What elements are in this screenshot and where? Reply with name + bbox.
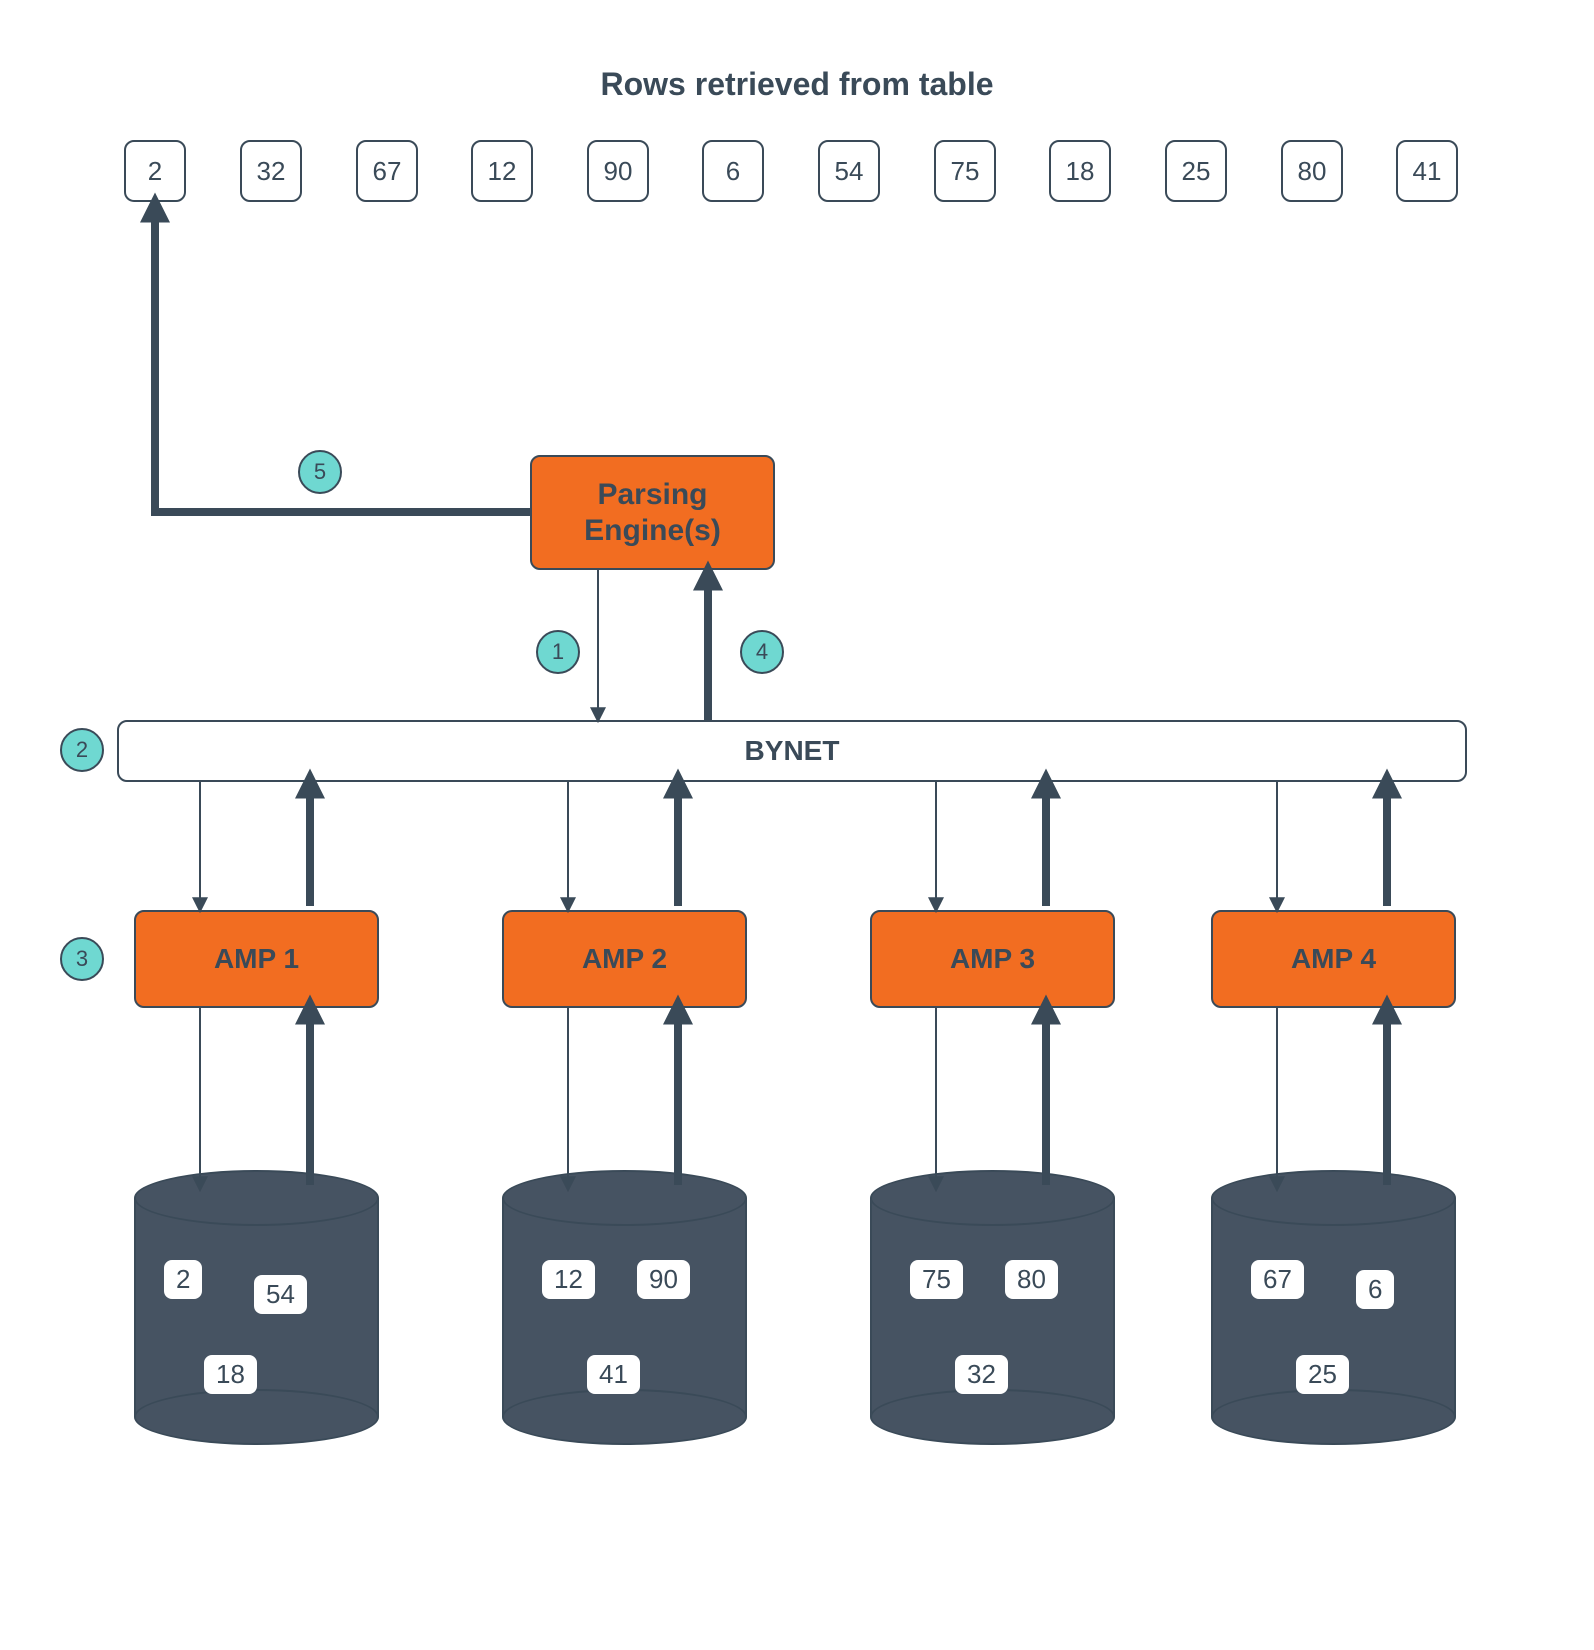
step-badge-4: 4: [740, 630, 784, 674]
cylinder-1-value-0: 2: [164, 1260, 202, 1299]
cylinder-3-value-2: 32: [955, 1355, 1008, 1394]
storage-cylinder-4: 67 6 25: [1211, 1170, 1456, 1445]
parsing-engine-box: ParsingEngine(s): [530, 455, 775, 570]
step-badge-3: 3: [60, 937, 104, 981]
amp-box-4: AMP 4: [1211, 910, 1456, 1008]
cylinder-1-value-1: 54: [254, 1275, 307, 1314]
amp-box-3: AMP 3: [870, 910, 1115, 1008]
storage-cylinder-1: 2 54 18: [134, 1170, 379, 1445]
row-value-7: 75: [934, 140, 996, 202]
row-value-5: 6: [702, 140, 764, 202]
step-badge-1: 1: [536, 630, 580, 674]
cylinder-2-value-0: 12: [542, 1260, 595, 1299]
cylinder-4-value-0: 67: [1251, 1260, 1304, 1299]
bynet-box: BYNET: [117, 720, 1467, 782]
storage-cylinder-2: 12 90 41: [502, 1170, 747, 1445]
amp-box-2: AMP 2: [502, 910, 747, 1008]
row-value-4: 90: [587, 140, 649, 202]
row-value-11: 41: [1396, 140, 1458, 202]
cylinder-2-value-1: 90: [637, 1260, 690, 1299]
amp-box-1: AMP 1: [134, 910, 379, 1008]
step-badge-2: 2: [60, 728, 104, 772]
step-badge-5: 5: [298, 450, 342, 494]
row-value-0: 2: [124, 140, 186, 202]
row-value-1: 32: [240, 140, 302, 202]
row-value-6: 54: [818, 140, 880, 202]
row-value-2: 67: [356, 140, 418, 202]
row-value-8: 18: [1049, 140, 1111, 202]
row-value-10: 80: [1281, 140, 1343, 202]
cylinder-3-value-1: 80: [1005, 1260, 1058, 1299]
cylinder-1-value-2: 18: [204, 1355, 257, 1394]
cylinder-3-value-0: 75: [910, 1260, 963, 1299]
cylinder-4-value-2: 25: [1296, 1355, 1349, 1394]
cylinder-2-value-2: 41: [587, 1355, 640, 1394]
row-value-3: 12: [471, 140, 533, 202]
cylinder-4-value-1: 6: [1356, 1270, 1394, 1309]
diagram-title: Rows retrieved from table: [0, 66, 1594, 103]
storage-cylinder-3: 75 80 32: [870, 1170, 1115, 1445]
row-value-9: 25: [1165, 140, 1227, 202]
